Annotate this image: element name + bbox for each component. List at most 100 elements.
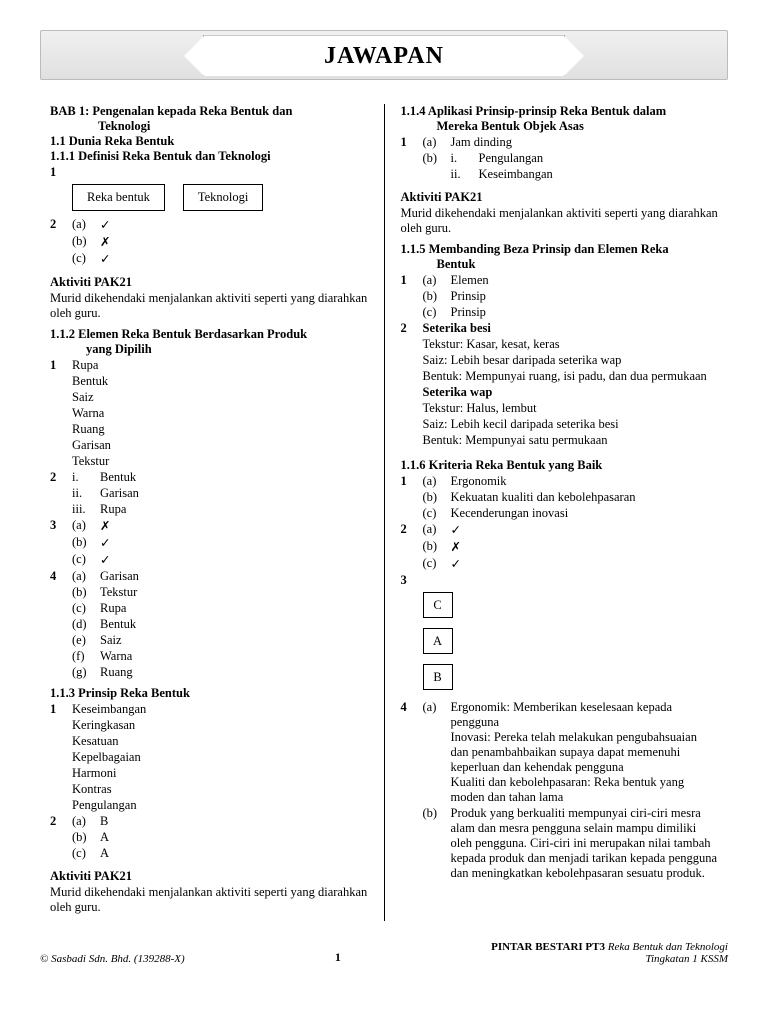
q-num: 1 — [50, 165, 72, 180]
cross-icon: ✗ — [451, 539, 719, 555]
answer-text: Bentuk — [100, 617, 368, 632]
q-num: 4 — [50, 569, 72, 584]
answer-letter-boxes: C A B — [423, 592, 719, 690]
page-title: JAWAPAN — [324, 43, 444, 70]
q-num: 2 — [50, 470, 72, 485]
list-item: Rupa — [72, 358, 368, 373]
cross-icon: ✗ — [100, 234, 368, 250]
check-icon: ✓ — [100, 217, 368, 233]
sub-label: (b) — [423, 490, 451, 505]
sub-label: (g) — [72, 665, 100, 680]
box-teknologi: Teknologi — [183, 184, 264, 211]
q-num: 2 — [401, 321, 423, 336]
section-1-1-5-cont: Bentuk — [401, 257, 719, 272]
q-num: 3 — [50, 518, 72, 534]
section-1-1-5: 1.1.5 Membanding Beza Prinsip dan Elemen… — [401, 242, 719, 257]
q-num: 1 — [401, 474, 423, 489]
q-num: 4 — [401, 700, 423, 805]
sub-label: (b) — [72, 585, 100, 600]
answer-text: Jam dinding — [451, 135, 719, 150]
answer-text: Pengulangan — [479, 151, 719, 166]
sub-label: (f) — [72, 649, 100, 664]
list-item: Saiz — [72, 390, 368, 405]
sub-label: (a) — [423, 474, 451, 489]
answer-text: Saiz: Lebih besar daripada seterika wap — [423, 353, 719, 368]
roman-label: iii. — [72, 502, 100, 517]
check-icon: ✓ — [451, 556, 719, 572]
activity-heading: Aktiviti PAK21 — [50, 275, 368, 290]
q-num: 1 — [50, 358, 72, 373]
answer-text: Garisan — [100, 569, 368, 584]
answer-text: Bentuk — [100, 470, 368, 485]
answer-text: Rupa — [100, 601, 368, 616]
sub-label: (c) — [72, 251, 100, 267]
answer-paragraph: Ergonomik: Memberikan keselesaan kepada … — [451, 700, 719, 805]
answer-paragraph: Produk yang berkualiti mempunyai ciri-ci… — [451, 806, 719, 881]
sub-label: (b) — [423, 289, 451, 304]
footer-copyright: © Sasbadi Sdn. Bhd. (139288-X) — [40, 953, 185, 965]
answer-text: Elemen — [451, 273, 719, 288]
list-item: Warna — [72, 406, 368, 421]
list-item: Keseimbangan — [72, 702, 368, 717]
answer-text: Kecenderungan inovasi — [451, 506, 719, 521]
section-1-1-4: 1.1.4 Aplikasi Prinsip-prinsip Reka Bent… — [401, 104, 719, 119]
roman-label: i. — [451, 151, 479, 166]
footer-book-title: PINTAR BESTARI PT3 Reka Bentuk dan Tekno… — [491, 941, 728, 965]
section-1-1: 1.1 Dunia Reka Bentuk — [50, 134, 368, 149]
answer-text: Prinsip — [451, 289, 719, 304]
check-icon: ✓ — [100, 535, 368, 551]
answer-text: Saiz: Lebih kecil daripada seterika besi — [423, 417, 719, 432]
list-item: Pengulangan — [72, 798, 368, 813]
right-column: 1.1.4 Aplikasi Prinsip-prinsip Reka Bent… — [385, 104, 729, 921]
activity-heading: Aktiviti PAK21 — [50, 869, 368, 884]
sub-label: (a) — [423, 135, 451, 150]
answer-text: Bentuk: Mempunyai satu permukaan — [423, 433, 719, 448]
q-num: 2 — [50, 814, 72, 829]
sub-label: (b) — [423, 806, 451, 881]
section-1-1-2-cont: yang Dipilih — [50, 342, 368, 357]
q-num: 1 — [50, 702, 72, 717]
letter-box: B — [423, 664, 453, 690]
sub-label: (b) — [72, 830, 100, 845]
check-icon: ✓ — [100, 251, 368, 267]
sub-label: (c) — [423, 506, 451, 521]
sub-label: (a) — [72, 569, 100, 584]
q-num: 1 — [401, 273, 423, 288]
sub-label: (e) — [72, 633, 100, 648]
sub-label: (c) — [72, 846, 100, 861]
subtitle: Seterika wap — [423, 385, 719, 400]
section-1-1-2: 1.1.2 Elemen Reka Bentuk Berdasarkan Pro… — [50, 327, 368, 342]
list-item: Harmoni — [72, 766, 368, 781]
activity-body: Murid dikehendaki menjalankan aktiviti s… — [50, 885, 368, 915]
answer-text: Tekstur — [100, 585, 368, 600]
sub-label: (b) — [423, 539, 451, 555]
answer-text: A — [100, 846, 368, 861]
content-columns: BAB 1: Pengenalan kepada Reka Bentuk dan… — [40, 104, 728, 921]
answer-text: Warna — [100, 649, 368, 664]
answer-text: Keseimbangan — [479, 167, 719, 182]
left-column: BAB 1: Pengenalan kepada Reka Bentuk dan… — [40, 104, 385, 921]
roman-label: i. — [72, 470, 100, 485]
list-item: Bentuk — [72, 374, 368, 389]
sub-label: (a) — [423, 700, 451, 805]
activity-body: Murid dikehendaki menjalankan aktiviti s… — [50, 291, 368, 321]
letter-box: A — [423, 628, 453, 654]
q-num: 3 — [401, 573, 423, 588]
answer-text: Ruang — [100, 665, 368, 680]
q-num: 1 — [401, 135, 423, 150]
subtitle: Seterika besi — [423, 321, 719, 336]
sub-label: (a) — [72, 814, 100, 829]
answer-text: Saiz — [100, 633, 368, 648]
answer-text: Ergonomik — [451, 474, 719, 489]
check-icon: ✓ — [100, 552, 368, 568]
roman-label: ii. — [72, 486, 100, 501]
letter-box: C — [423, 592, 453, 618]
sub-label: (a) — [423, 522, 451, 538]
answer-text: Bentuk: Mempunyai ruang, isi padu, dan d… — [423, 369, 719, 384]
answer-text: Tekstur: Kasar, kesat, keras — [423, 337, 719, 352]
sub-label: (d) — [72, 617, 100, 632]
list-item: Kepelbagaian — [72, 750, 368, 765]
list-item: Ruang — [72, 422, 368, 437]
answer-text: A — [100, 830, 368, 845]
answer-text: Rupa — [100, 502, 368, 517]
